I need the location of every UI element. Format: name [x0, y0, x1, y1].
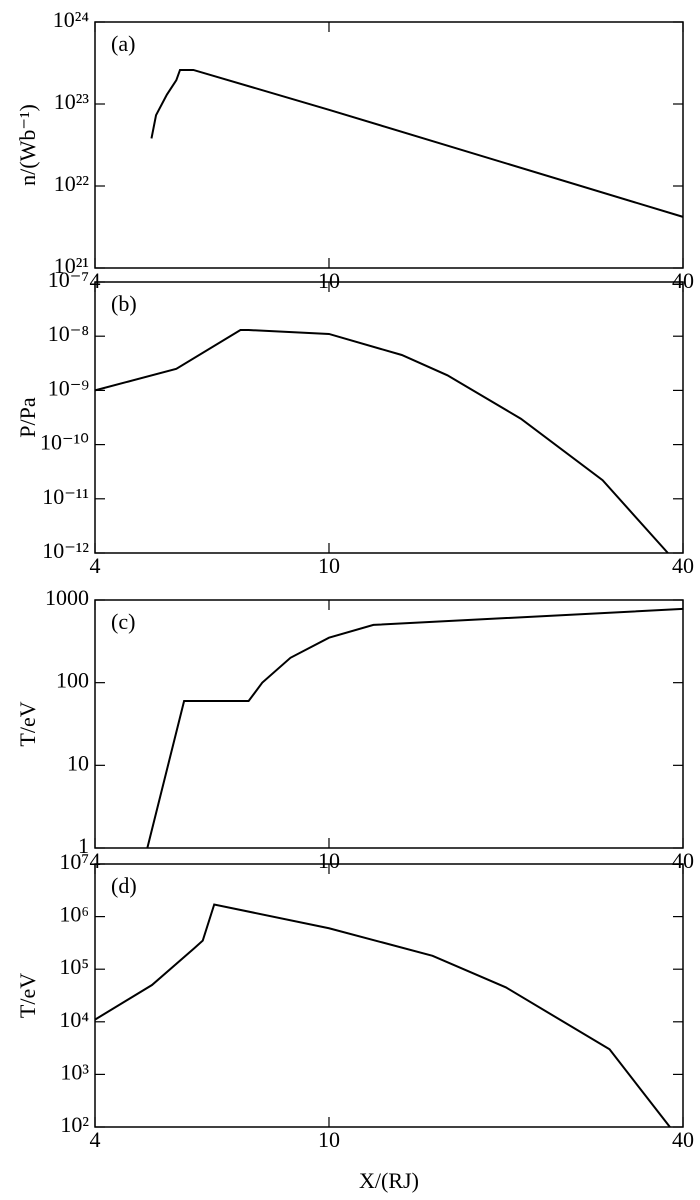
x-tick-label: 10 — [318, 268, 340, 293]
x-tick-label: 4 — [90, 553, 101, 578]
data-line — [94, 329, 669, 554]
panel-label: (a) — [111, 31, 135, 56]
y-tick-label: 10⁻¹⁰ — [40, 430, 89, 455]
y-tick-label: 10⁻⁸ — [48, 321, 89, 346]
x-tick-label: 4 — [90, 848, 101, 873]
y-tick-label: 10²² — [54, 171, 90, 196]
panel-label: (c) — [111, 609, 135, 634]
plot-frame — [94, 863, 684, 1128]
x-tick-label: 40 — [672, 1127, 694, 1152]
y-tick-label: 10 — [67, 750, 89, 775]
y-tick-label: 1000 — [45, 585, 89, 610]
panel-label: (d) — [111, 873, 137, 898]
y-tick-label: 10⁻⁷ — [48, 267, 89, 292]
y-tick-label: 10² — [60, 1112, 89, 1137]
y-tick-label: 10⁷ — [59, 849, 89, 874]
y-tick-label: 10²⁴ — [53, 7, 90, 32]
x-tick-label: 40 — [672, 553, 694, 578]
y-axis-label: T/eV — [15, 701, 40, 746]
y-tick-label: 10³ — [60, 1059, 89, 1084]
y-tick-label: 10⁻¹¹ — [42, 484, 89, 509]
plot-frame — [94, 21, 684, 269]
x-tick-label: 10 — [318, 553, 340, 578]
panel-label: (b) — [111, 291, 137, 316]
y-tick-label: 10⁴ — [59, 1007, 89, 1032]
data-line — [94, 903, 671, 1128]
x-tick-label: 10 — [318, 848, 340, 873]
x-tick-label: 40 — [672, 268, 694, 293]
x-tick-label: 40 — [672, 848, 694, 873]
y-axis-label: T/eV — [15, 973, 40, 1018]
y-tick-label: 100 — [56, 668, 89, 693]
y-axis-label: n/(Wb⁻¹) — [15, 104, 40, 186]
y-tick-label: 10⁻⁹ — [48, 375, 90, 400]
y-tick-label: 10²¹ — [54, 253, 89, 278]
plot-frame — [94, 281, 684, 554]
y-tick-label: 10⁵ — [59, 954, 89, 979]
y-axis-label: P/Pa — [15, 397, 40, 438]
y-tick-label: 1 — [78, 833, 89, 858]
x-tick-label: 4 — [90, 268, 101, 293]
data-line — [150, 68, 684, 218]
y-tick-label: 10⁶ — [59, 902, 89, 927]
y-tick-label: 10⁻¹² — [42, 538, 89, 563]
plot-frame — [94, 599, 684, 849]
y-tick-label: 10²³ — [54, 89, 90, 114]
x-tick-label: 10 — [318, 1127, 340, 1152]
x-tick-label: 4 — [90, 1127, 101, 1152]
x-axis-label: X/(RJ) — [359, 1168, 419, 1193]
data-line — [146, 607, 684, 849]
